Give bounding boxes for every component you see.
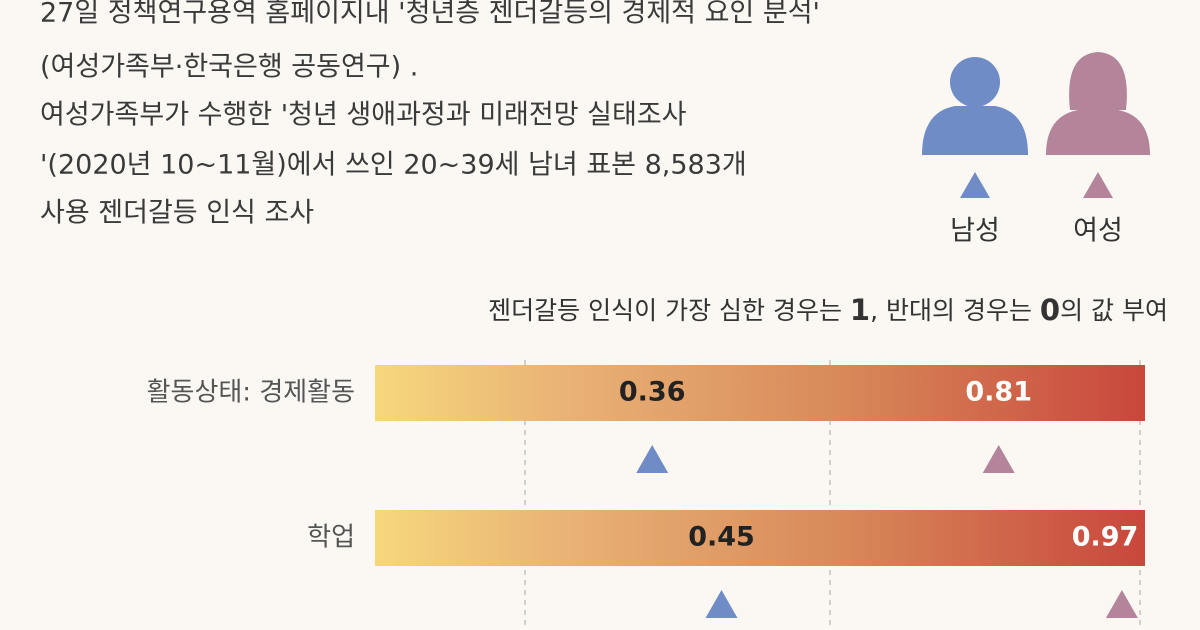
value-label: 0.81 (965, 377, 1032, 408)
note-part: 0 (1040, 293, 1060, 327)
value-label: 0.97 (1072, 522, 1139, 553)
gradient-bar (375, 510, 1145, 566)
legend-label: 남성 (950, 216, 1000, 247)
value-marker (982, 445, 1015, 473)
note-part: 1 (850, 293, 870, 327)
value-marker (1105, 590, 1138, 618)
female-icon (1046, 52, 1150, 155)
legend-marker (1083, 172, 1113, 198)
male-icon (922, 57, 1028, 155)
note-part: , 반대의 경우는 (870, 296, 1040, 325)
value-marker (705, 590, 738, 618)
header-line: 27일 정책연구용역 홈페이지내 '청년층 젠더갈등의 경제적 요인 분석' (40, 0, 820, 29)
header-line: (여성가족부·한국은행 공동연구) . (40, 52, 418, 83)
row-label: 학업 (307, 523, 355, 553)
value-marker (636, 445, 669, 473)
row-label: 활동상태: 경제활동 (147, 378, 355, 408)
note-part: 의 값 부여 (1060, 296, 1168, 325)
legend-label: 여성 (1073, 216, 1123, 247)
header-line: '(2020년 10~11월)에서 쓰인 20~39세 남녀 표본 8,583개 (40, 150, 747, 181)
value-label: 0.45 (688, 522, 755, 553)
legend-marker (960, 172, 990, 198)
note-part: 젠더갈등 인식이 가장 심한 경우는 (488, 296, 850, 325)
header-line: 사용 젠더갈등 인식 조사 (40, 198, 314, 229)
value-label: 0.36 (619, 377, 686, 408)
note: 젠더갈등 인식이 가장 심한 경우는 1, 반대의 경우는 0의 값 부여 (488, 293, 1168, 327)
gradient-bar (375, 365, 1145, 421)
header-line: 여성가족부가 수행한 '청년 생애과정과 미래전망 실태조사 (40, 100, 687, 131)
